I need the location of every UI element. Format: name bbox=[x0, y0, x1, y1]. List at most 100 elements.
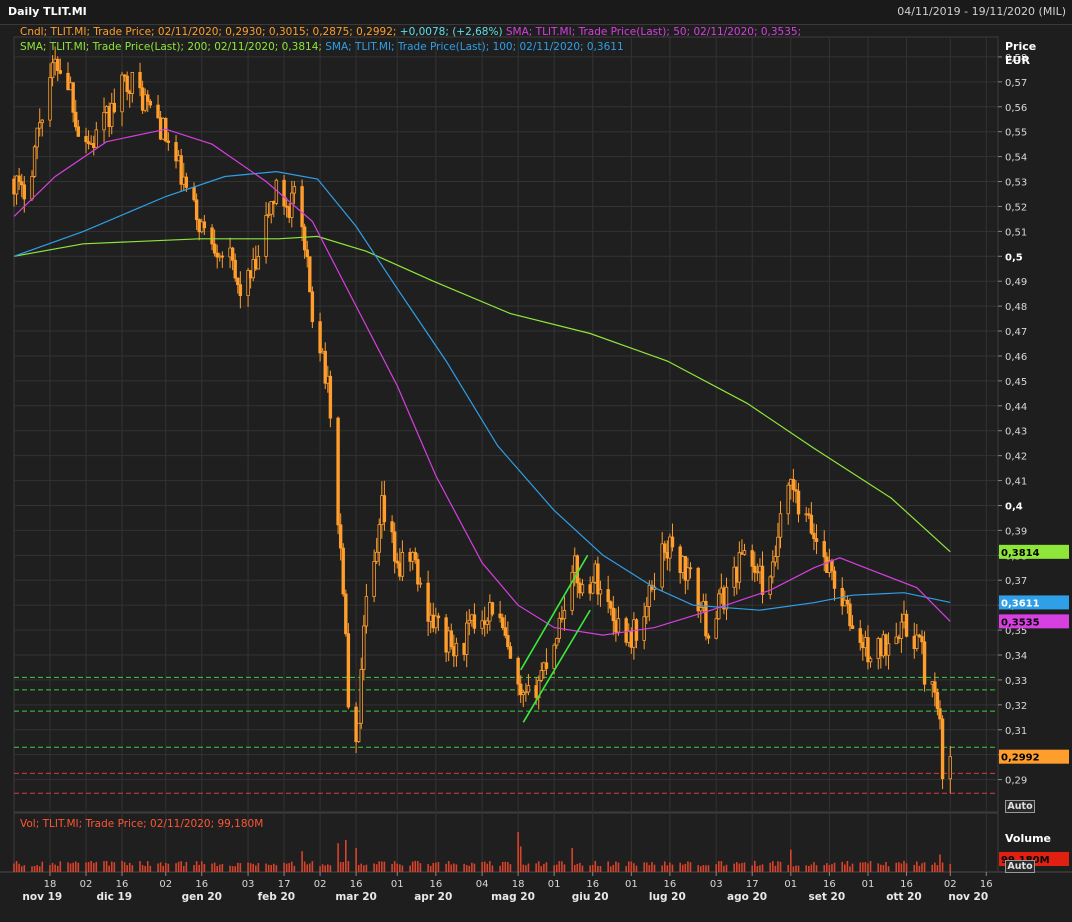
day-tick-label: 16 bbox=[900, 879, 913, 890]
candle-body bbox=[786, 484, 790, 515]
day-tick-label: 17 bbox=[746, 879, 759, 890]
day-tick-label: 04 bbox=[476, 879, 489, 890]
candle-body bbox=[328, 375, 333, 419]
volume-axis-title: Volume bbox=[1005, 832, 1051, 845]
candle-body bbox=[737, 552, 742, 583]
candle-body bbox=[688, 567, 693, 570]
candle-body bbox=[668, 536, 672, 559]
candle-body bbox=[246, 270, 250, 296]
price-tick-label: 0,31 bbox=[1005, 726, 1027, 737]
candle-body bbox=[922, 641, 927, 685]
candle-body bbox=[35, 127, 39, 148]
candle-body bbox=[146, 94, 150, 102]
candle-body bbox=[341, 547, 345, 595]
candle-body bbox=[498, 613, 502, 619]
candle-body bbox=[796, 490, 801, 515]
candle-body bbox=[454, 642, 459, 657]
day-tick-label: 02 bbox=[314, 879, 327, 890]
price-tag-bg bbox=[999, 595, 1069, 610]
candlesticks bbox=[12, 46, 952, 794]
price-tick-label: 0,35 bbox=[1005, 626, 1027, 637]
day-tick-label: 01 bbox=[391, 879, 404, 890]
auto-scale-volume-button[interactable]: Auto bbox=[1005, 860, 1035, 873]
candle-body bbox=[374, 551, 379, 562]
candle-body bbox=[179, 155, 183, 185]
auto-scale-price-button[interactable]: Auto bbox=[1005, 800, 1035, 813]
candle-body bbox=[377, 524, 381, 553]
candle-body bbox=[521, 691, 525, 696]
candle-body bbox=[308, 256, 312, 293]
candle-body bbox=[86, 141, 91, 144]
day-tick-label: 01 bbox=[625, 879, 638, 890]
candle-body bbox=[822, 541, 826, 558]
price-tick-label: 0,49 bbox=[1005, 277, 1027, 288]
candle-body bbox=[868, 658, 873, 663]
candle-body bbox=[71, 82, 75, 113]
candle-body bbox=[282, 179, 286, 207]
candle-body bbox=[220, 255, 225, 258]
candle-body bbox=[472, 614, 477, 629]
candle-body bbox=[364, 596, 369, 627]
candle-body bbox=[858, 628, 862, 643]
candle-body bbox=[436, 615, 441, 619]
price-axis-title: Price bbox=[1005, 40, 1036, 53]
price-tick-label: 0,42 bbox=[1005, 452, 1027, 463]
candle-body bbox=[174, 142, 178, 162]
candle-body bbox=[609, 601, 613, 609]
price-tag-bg bbox=[999, 614, 1069, 629]
candle-body bbox=[611, 607, 616, 622]
price-tick-label: 0,53 bbox=[1005, 178, 1027, 189]
candle-body bbox=[426, 582, 430, 622]
candle-body bbox=[359, 669, 363, 724]
candle-body bbox=[413, 552, 417, 560]
candle-body bbox=[32, 146, 37, 177]
price-tag-bg bbox=[999, 749, 1069, 764]
candle-body bbox=[704, 601, 708, 637]
candle-body bbox=[917, 634, 922, 637]
candle-body bbox=[519, 683, 523, 696]
candle-body bbox=[323, 350, 327, 384]
candle-body bbox=[194, 199, 199, 220]
month-label: gen 20 bbox=[182, 891, 222, 903]
candle-body bbox=[56, 58, 60, 71]
candle-body bbox=[812, 532, 816, 540]
candle-body bbox=[166, 140, 171, 143]
sma200-legend: SMA; TLIT.MI; Trade Price(Last); 200; 02… bbox=[20, 41, 322, 53]
candle-body bbox=[210, 227, 214, 245]
volume-legend: Vol; TLIT.MI; Trade Price; 02/11/2020; 9… bbox=[20, 818, 264, 830]
candle-body bbox=[830, 560, 834, 572]
candle-body bbox=[575, 555, 580, 584]
candle-body bbox=[771, 561, 775, 578]
candle-body bbox=[292, 186, 297, 194]
candle-body bbox=[539, 670, 543, 681]
price-tag-label: 0,2992 bbox=[1001, 753, 1040, 764]
price-tag-bg bbox=[999, 544, 1069, 559]
day-tick-label: 16 bbox=[664, 879, 677, 890]
price-tick-label: 0,4 bbox=[1005, 501, 1023, 512]
candle-body bbox=[948, 756, 952, 780]
candle-body bbox=[17, 175, 21, 183]
candle-body bbox=[449, 630, 453, 647]
price-tick-label: 0,45 bbox=[1005, 377, 1027, 388]
price-tick-label: 0,47 bbox=[1005, 327, 1027, 338]
month-label: nov 19 bbox=[22, 891, 62, 903]
candle-body bbox=[544, 662, 549, 669]
candle-body bbox=[899, 621, 904, 639]
price-tick-label: 0,51 bbox=[1005, 227, 1027, 238]
day-tick-label: 02 bbox=[944, 879, 957, 890]
day-tick-label: 16 bbox=[980, 879, 993, 890]
candle-body bbox=[524, 691, 528, 694]
price-tick-label: 0,39 bbox=[1005, 526, 1027, 537]
chart-window-title: Daily TLIT.MI bbox=[8, 5, 87, 18]
candle-body bbox=[647, 584, 652, 607]
candle-body bbox=[866, 637, 870, 663]
candle-body bbox=[20, 181, 24, 186]
candle-body bbox=[501, 617, 505, 629]
candle-body bbox=[264, 215, 268, 257]
candle-body bbox=[706, 635, 711, 639]
candle-body bbox=[192, 187, 196, 201]
candle-body bbox=[904, 613, 909, 637]
candle-body bbox=[310, 291, 315, 323]
candle-body bbox=[724, 586, 729, 610]
